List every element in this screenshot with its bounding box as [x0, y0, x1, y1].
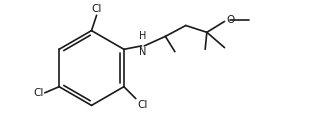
Text: N: N: [138, 47, 146, 57]
Text: H: H: [138, 31, 146, 41]
Text: Cl: Cl: [33, 89, 43, 98]
Text: Cl: Cl: [92, 4, 102, 14]
Text: Cl: Cl: [137, 100, 147, 110]
Text: O: O: [226, 15, 234, 25]
